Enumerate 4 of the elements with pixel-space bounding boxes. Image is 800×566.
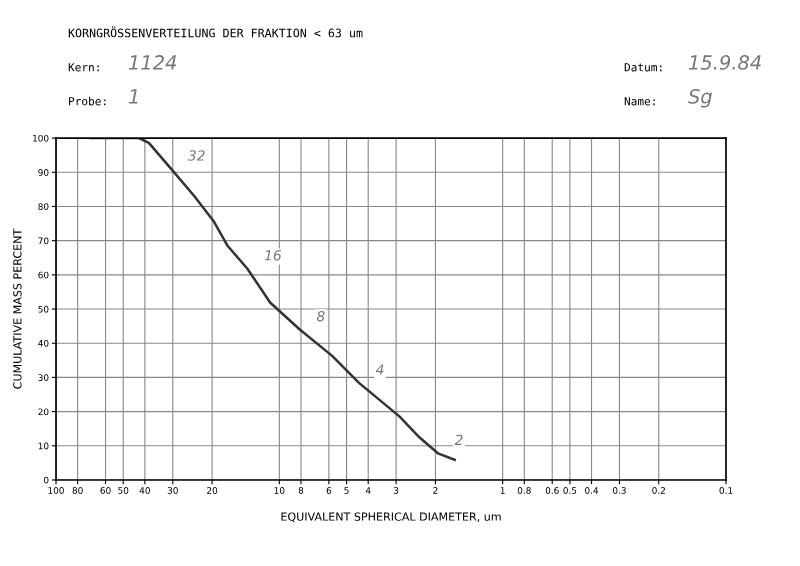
text: Sg	[688, 89, 712, 108]
text: 1124	[128, 55, 177, 70]
text: 15.9.84	[688, 55, 761, 70]
text: 1	[128, 89, 138, 104]
